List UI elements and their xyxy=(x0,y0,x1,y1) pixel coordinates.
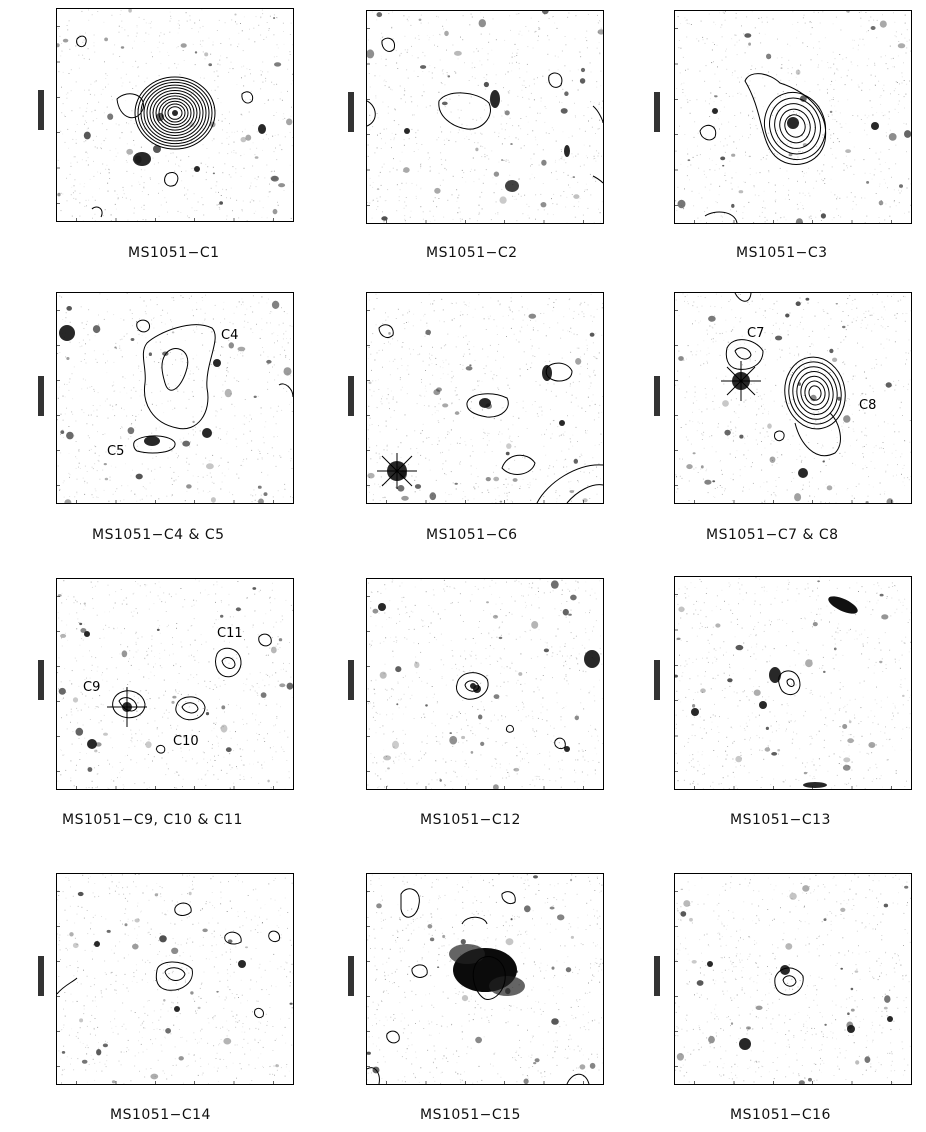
image-frame xyxy=(366,873,604,1085)
image-frame xyxy=(674,576,912,790)
y-axis-label xyxy=(348,956,354,996)
stamp-image xyxy=(367,11,603,223)
panel-caption: MS1051−C16 xyxy=(730,1107,831,1123)
stamp-image: C11 C9 C10 xyxy=(57,579,293,789)
noise-layer xyxy=(57,293,293,503)
stamp-image xyxy=(367,579,603,789)
axis-ticks xyxy=(367,596,584,789)
y-axis-label xyxy=(38,956,44,996)
noise-layer xyxy=(675,293,911,503)
panel-caption: MS1051−C6 xyxy=(426,527,518,543)
y-axis-label xyxy=(348,660,354,700)
axis-ticks xyxy=(675,310,892,503)
axis-ticks xyxy=(675,891,892,1084)
panel-caption: MS1051−C4 & C5 xyxy=(92,527,225,543)
y-axis-label xyxy=(38,376,44,416)
panel-caption: MS1051−C13 xyxy=(730,812,831,828)
annotation-c7: C7 xyxy=(747,326,764,341)
stamp-image xyxy=(675,874,911,1084)
stamp-image xyxy=(675,11,911,223)
y-axis-label xyxy=(38,90,44,130)
image-frame xyxy=(366,292,604,504)
y-axis-label xyxy=(654,376,660,416)
noise-layer xyxy=(57,579,293,789)
annotation-c5: C5 xyxy=(107,444,124,459)
noise-layer xyxy=(57,874,293,1084)
stamp-image xyxy=(57,874,293,1084)
image-frame xyxy=(674,10,912,224)
axis-ticks xyxy=(57,596,274,789)
panel-caption: MS1051−C1 xyxy=(128,245,220,261)
annotation-c8: C8 xyxy=(859,398,876,413)
y-axis-label xyxy=(38,660,44,700)
stamp-image xyxy=(367,293,603,503)
noise-layer xyxy=(367,293,603,503)
image-frame xyxy=(366,578,604,790)
image-frame xyxy=(56,873,294,1085)
panel-caption: MS1051−C7 & C8 xyxy=(706,527,839,543)
panel-caption: MS1051−C3 xyxy=(736,245,828,261)
stamp-image xyxy=(675,577,911,789)
axis-ticks xyxy=(367,28,584,223)
annotation-c4: C4 xyxy=(221,328,238,343)
panel-caption: MS1051−C15 xyxy=(420,1107,521,1123)
contour-set xyxy=(764,91,826,161)
stamp-image xyxy=(367,874,603,1084)
image-frame xyxy=(56,8,294,222)
axis-ticks xyxy=(367,891,584,1084)
axis-ticks xyxy=(367,310,584,503)
panel-caption: MS1051−C2 xyxy=(426,245,518,261)
axis-ticks xyxy=(57,26,274,221)
axis-ticks xyxy=(57,891,274,1084)
annotation-c10: C10 xyxy=(173,734,199,749)
noise-layer xyxy=(367,11,603,223)
y-axis-label xyxy=(654,956,660,996)
image-frame: C11 C9 C10 xyxy=(56,578,294,790)
y-axis-label xyxy=(654,660,660,700)
annotation-c9: C9 xyxy=(83,680,100,695)
image-frame xyxy=(674,873,912,1085)
noise-layer xyxy=(57,9,293,221)
panel-caption: MS1051−C14 xyxy=(110,1107,211,1123)
y-axis-label xyxy=(348,92,354,132)
image-frame: C4 C5 xyxy=(56,292,294,504)
y-axis-label xyxy=(654,92,660,132)
axis-ticks xyxy=(675,28,892,223)
noise-layer xyxy=(675,874,911,1084)
stamp-image: C7 C8 xyxy=(675,293,911,503)
noise-layer xyxy=(675,577,911,789)
noise-layer xyxy=(367,579,603,789)
axis-ticks xyxy=(57,310,274,503)
y-axis-label xyxy=(348,376,354,416)
stamp-image: C4 C5 xyxy=(57,293,293,503)
panel-caption: MS1051−C9, C10 & C11 xyxy=(62,812,243,828)
image-frame xyxy=(366,10,604,224)
contour-set xyxy=(134,76,216,150)
stamp-image xyxy=(57,9,293,221)
annotation-c11: C11 xyxy=(217,626,243,641)
panel-caption: MS1051−C12 xyxy=(420,812,521,828)
noise-layer xyxy=(675,11,911,223)
image-frame: C7 C8 xyxy=(674,292,912,504)
contour-set xyxy=(784,356,846,430)
